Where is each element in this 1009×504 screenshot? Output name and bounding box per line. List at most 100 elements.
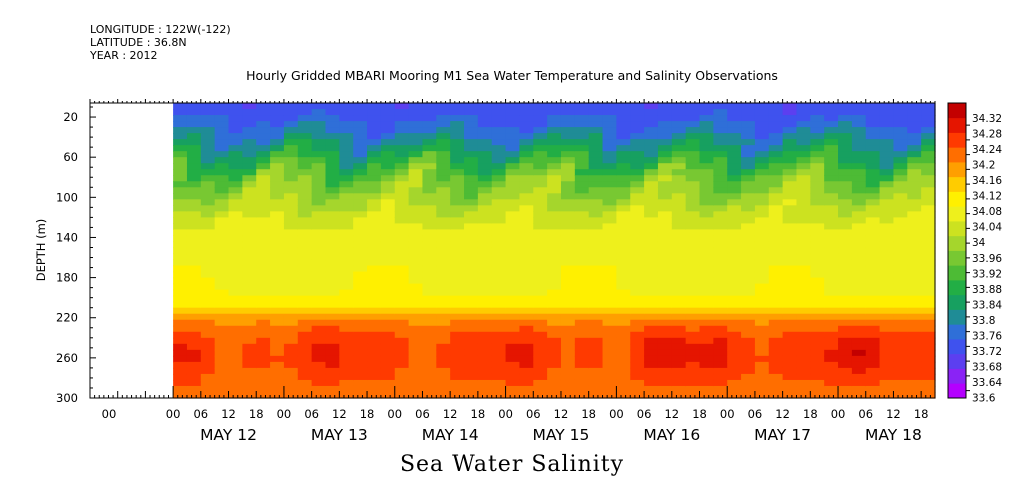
heatmap-cell xyxy=(630,157,645,164)
heatmap-cell xyxy=(685,193,701,200)
heatmap-cell xyxy=(477,229,493,237)
heatmap-cell xyxy=(436,133,451,140)
heatmap-cell xyxy=(436,145,451,152)
heatmap-cell xyxy=(560,349,576,357)
heatmap-cell xyxy=(242,253,257,261)
heatmap-cell xyxy=(560,133,576,140)
heatmap-cell xyxy=(533,355,548,363)
heatmap-cell xyxy=(921,379,936,387)
heatmap-cell xyxy=(297,259,313,267)
heatmap-cell xyxy=(408,223,424,231)
heatmap-cell xyxy=(838,181,853,188)
heatmap-cell xyxy=(671,247,687,255)
heatmap-cell xyxy=(907,151,922,158)
heatmap-cell xyxy=(810,175,825,182)
heatmap-cell xyxy=(588,127,604,134)
heatmap-cell xyxy=(533,295,548,303)
heatmap-cell xyxy=(838,205,853,212)
heatmap-cell xyxy=(602,373,617,381)
heatmap-cell xyxy=(339,283,354,291)
heatmap-cell xyxy=(782,271,798,279)
heatmap-cell xyxy=(339,265,354,273)
heatmap-cell xyxy=(394,277,410,285)
colorbar-swatch xyxy=(948,324,966,340)
heatmap-cell xyxy=(768,307,784,315)
heatmap-cell xyxy=(768,187,784,194)
heatmap-cell xyxy=(851,235,867,243)
heatmap-cell xyxy=(699,199,714,206)
heatmap-cell xyxy=(256,115,271,122)
heatmap-cell xyxy=(173,181,188,188)
heatmap-cell xyxy=(630,265,645,273)
heatmap-cell xyxy=(519,265,534,273)
heatmap-cell xyxy=(533,121,548,128)
heatmap-cell xyxy=(865,151,881,158)
heatmap-cell xyxy=(699,319,714,327)
heatmap-cell xyxy=(256,229,271,237)
heatmap-cell xyxy=(477,379,493,387)
heatmap-cell xyxy=(283,265,299,273)
heatmap-cell xyxy=(380,379,396,387)
heatmap-cell xyxy=(810,391,825,399)
heatmap-cell xyxy=(741,211,756,218)
heatmap-cell xyxy=(408,247,424,255)
heatmap-cell xyxy=(367,325,382,333)
heatmap-cell xyxy=(214,271,230,279)
heatmap-cell xyxy=(367,277,382,285)
heatmap-cell xyxy=(256,295,271,303)
heatmap-cell xyxy=(727,133,742,140)
heatmap-cell xyxy=(602,229,617,237)
heatmap-cell xyxy=(768,211,784,218)
heatmap-cell xyxy=(173,319,188,327)
heatmap-cell xyxy=(505,223,521,231)
heatmap-cell xyxy=(325,199,340,206)
heatmap-cell xyxy=(644,247,659,255)
heatmap-cell xyxy=(353,301,368,309)
heatmap-cell xyxy=(588,157,604,164)
heatmap-cell xyxy=(921,115,936,122)
heatmap-cell xyxy=(727,295,742,303)
heatmap-cell xyxy=(657,229,673,237)
heatmap-cell xyxy=(644,259,659,267)
heatmap-cell xyxy=(477,175,493,182)
heatmap-cell xyxy=(893,373,908,381)
heatmap-cell xyxy=(533,367,548,375)
heatmap-cell xyxy=(741,289,756,297)
heatmap-cell xyxy=(893,307,908,315)
heatmap-cell xyxy=(186,157,202,164)
heatmap-cell xyxy=(228,367,243,375)
heatmap-cell xyxy=(865,253,881,261)
heatmap-cell xyxy=(408,295,424,303)
heatmap-cell xyxy=(519,121,534,128)
heatmap-cell xyxy=(394,109,410,116)
heatmap-cell xyxy=(630,223,645,231)
heatmap-cell xyxy=(256,337,271,345)
heatmap-cell xyxy=(283,253,299,261)
heatmap-cell xyxy=(380,313,396,321)
heatmap-cell xyxy=(214,349,230,357)
heatmap-cell xyxy=(602,355,617,363)
heatmap-cell xyxy=(644,379,659,387)
heatmap-cell xyxy=(491,211,507,218)
heatmap-cell xyxy=(644,211,659,218)
heatmap-cell xyxy=(228,259,243,267)
heatmap-cell xyxy=(394,127,410,134)
heatmap-cell xyxy=(782,169,798,176)
heatmap-cell xyxy=(657,277,673,285)
heatmap-cell xyxy=(893,223,908,231)
heatmap-cell xyxy=(408,271,424,279)
heatmap-cell xyxy=(796,385,811,393)
heatmap-cell xyxy=(768,373,784,381)
heatmap-cell xyxy=(408,379,424,387)
heatmap-cell xyxy=(450,355,465,363)
heatmap-cell xyxy=(602,187,617,194)
heatmap-cell xyxy=(533,271,548,279)
heatmap-cell xyxy=(353,217,368,225)
heatmap-cell xyxy=(408,187,424,194)
heatmap-cell xyxy=(657,193,673,200)
heatmap-cell xyxy=(491,343,507,351)
heatmap-cell xyxy=(588,253,604,261)
heatmap-cell xyxy=(574,349,590,357)
heatmap-cell xyxy=(782,187,798,194)
heatmap-cell xyxy=(657,145,673,152)
